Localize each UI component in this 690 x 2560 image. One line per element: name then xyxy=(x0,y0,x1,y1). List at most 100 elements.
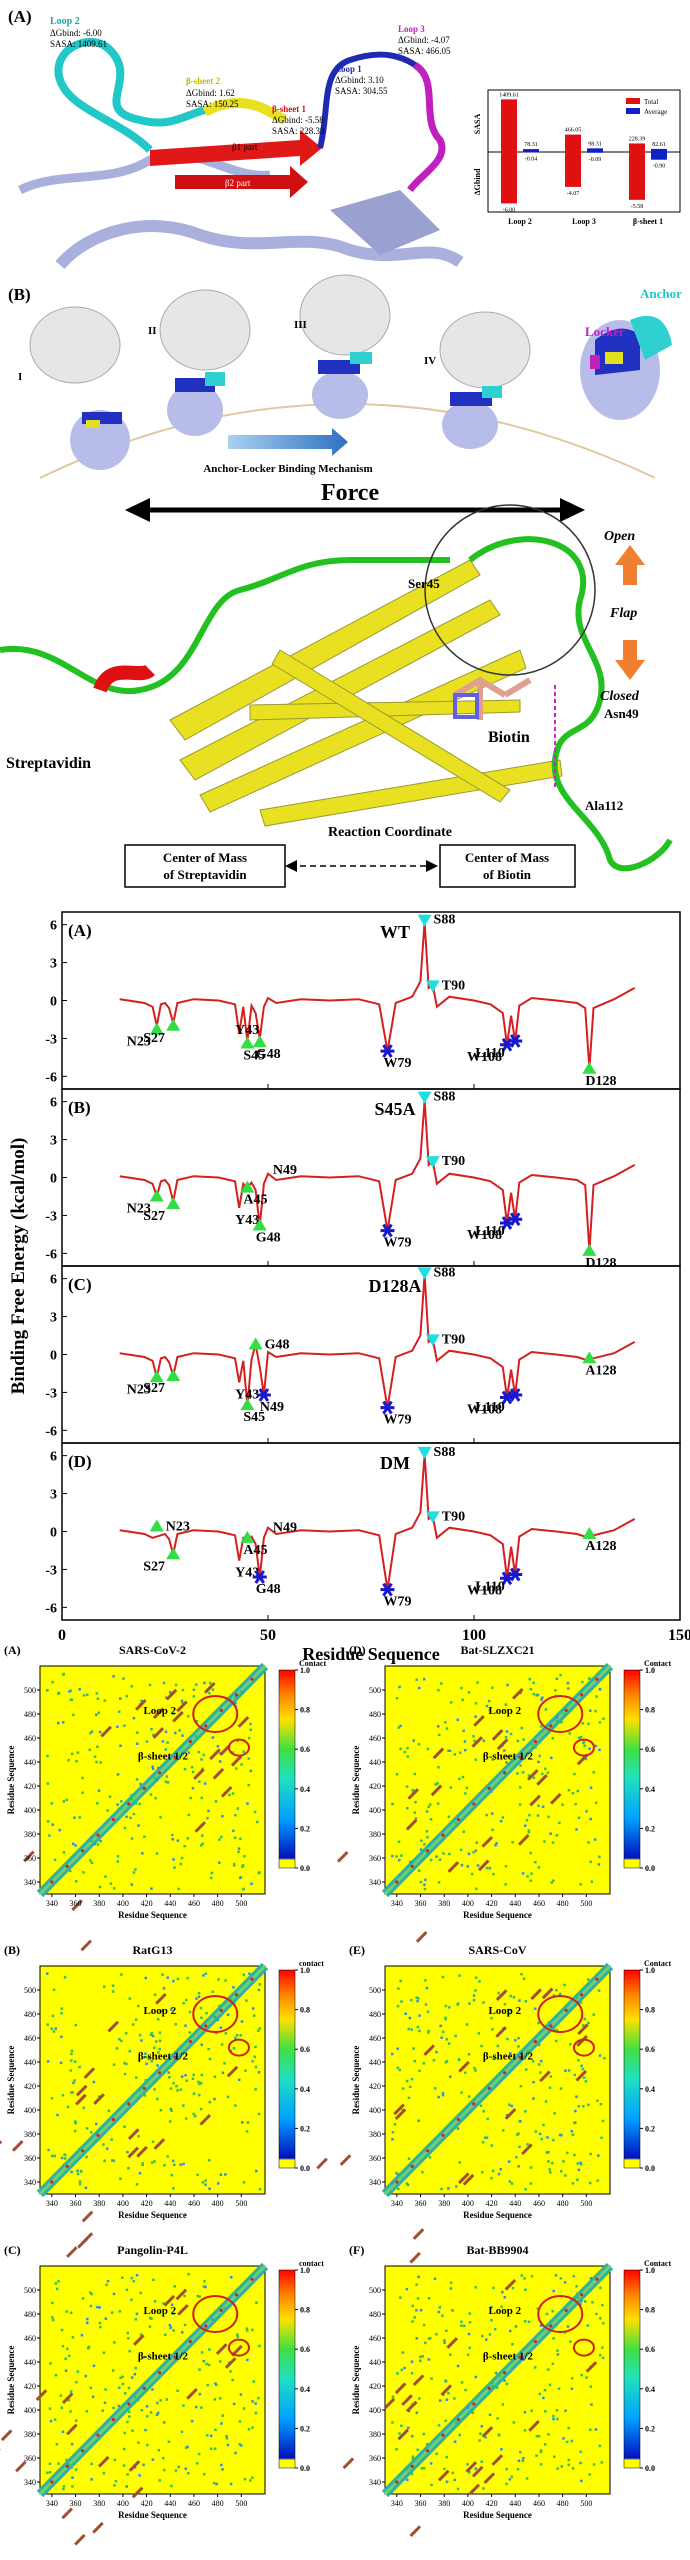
panel-label: (E) xyxy=(349,1943,365,1957)
contact xyxy=(577,2105,581,2108)
strand-pair xyxy=(224,2357,237,2369)
contact xyxy=(467,2095,471,2098)
marker-label: N49 xyxy=(273,1163,297,1178)
contact xyxy=(162,1987,166,1990)
contact xyxy=(418,2029,421,2033)
contact-peak xyxy=(456,2418,461,2422)
bar xyxy=(565,152,581,187)
contact xyxy=(251,2007,255,2010)
contact xyxy=(524,2110,527,2113)
contact xyxy=(104,2317,108,2320)
contact xyxy=(579,2161,582,2165)
contact xyxy=(505,1761,508,1764)
colorbar-tick-label: 0.0 xyxy=(300,2464,310,2473)
contact xyxy=(138,2474,141,2477)
strand-pair xyxy=(405,2400,418,2413)
strand-pair xyxy=(128,2460,141,2472)
contact xyxy=(258,2027,262,2030)
contact xyxy=(45,1972,49,1975)
bar xyxy=(651,148,667,152)
contact xyxy=(456,2422,460,2426)
bar xyxy=(501,99,517,152)
contact xyxy=(529,2166,533,2169)
contact xyxy=(243,2477,247,2481)
contact xyxy=(73,2079,76,2082)
contact xyxy=(234,1813,237,1817)
x-tick-label: 500 xyxy=(235,1899,247,1908)
strand-pair xyxy=(465,2461,478,2473)
contact xyxy=(125,1815,128,1819)
annotation: Loop 2 xyxy=(488,1705,521,1717)
contact xyxy=(81,1776,84,1780)
bar xyxy=(629,152,645,200)
contact xyxy=(503,1749,506,1752)
contact xyxy=(174,2469,178,2472)
contact xyxy=(147,2057,151,2060)
contact xyxy=(391,2395,395,2399)
contact xyxy=(581,2067,585,2071)
marker-label: T90 xyxy=(442,1332,465,1347)
contact xyxy=(481,2334,484,2338)
contact xyxy=(495,2386,499,2389)
contact xyxy=(537,2435,541,2438)
y-tick-label: 420 xyxy=(369,2382,381,2391)
contact xyxy=(197,1991,201,1995)
contact xyxy=(579,2001,583,2004)
y-tick-label: 440 xyxy=(24,1758,36,1767)
contact xyxy=(229,2482,233,2486)
contact xyxy=(125,1694,129,1698)
contact-peak xyxy=(142,1786,146,1790)
contact xyxy=(63,2163,66,2166)
contact xyxy=(202,1753,206,1757)
y-tick-label: 380 xyxy=(369,1830,381,1839)
contact xyxy=(520,1726,524,1730)
contact xyxy=(247,1757,251,1760)
contact xyxy=(123,2431,127,2435)
strand-pair xyxy=(394,2108,407,2120)
marker-label: Y43 xyxy=(235,1387,259,1402)
loop-1 xyxy=(317,51,417,149)
mechanism-label: Anchor-Locker Binding Mechanism xyxy=(203,463,372,475)
x-tick-label: 500 xyxy=(235,2199,247,2208)
value-label: -4.07 xyxy=(567,191,580,197)
contact xyxy=(164,1780,168,1784)
contact xyxy=(232,2402,236,2406)
bar xyxy=(587,152,603,153)
contact xyxy=(510,2182,514,2185)
contact xyxy=(522,1738,525,1741)
contact xyxy=(441,1975,445,1979)
strand-pair xyxy=(491,1729,504,1741)
contact xyxy=(208,2187,211,2191)
contact xyxy=(128,2050,131,2053)
contact xyxy=(472,1851,475,1854)
contact xyxy=(91,2395,95,2398)
contact xyxy=(69,2410,72,2413)
contact xyxy=(58,1828,61,1832)
contact xyxy=(459,1848,463,1852)
y-tick-label: -6 xyxy=(45,1424,57,1439)
contact xyxy=(166,1781,170,1784)
contact xyxy=(192,1688,196,1692)
contact xyxy=(70,2170,73,2174)
x-tick-label: 480 xyxy=(557,2199,569,2208)
contact xyxy=(249,1769,252,1773)
contact xyxy=(463,1740,467,1743)
contact xyxy=(99,2325,102,2329)
contact xyxy=(176,1977,180,1981)
contact xyxy=(50,2154,54,2158)
contact xyxy=(232,1862,236,1866)
contact xyxy=(542,2396,545,2400)
contact xyxy=(254,2411,258,2415)
contact xyxy=(181,1734,184,1737)
contact xyxy=(509,1732,513,1736)
contact xyxy=(434,1783,437,1786)
contact xyxy=(206,2383,209,2387)
region-name: β-sheet 1 xyxy=(272,104,306,114)
contact xyxy=(61,2344,65,2348)
marker-label: W79 xyxy=(383,1236,411,1251)
contact xyxy=(221,2468,224,2471)
contact xyxy=(151,2034,155,2038)
streptavidin-panel: Force Ser45 Asn49 Ala112 Streptavidin Bi… xyxy=(0,480,673,888)
contact xyxy=(456,1718,459,1722)
y-tick-label: 420 xyxy=(369,1782,381,1791)
